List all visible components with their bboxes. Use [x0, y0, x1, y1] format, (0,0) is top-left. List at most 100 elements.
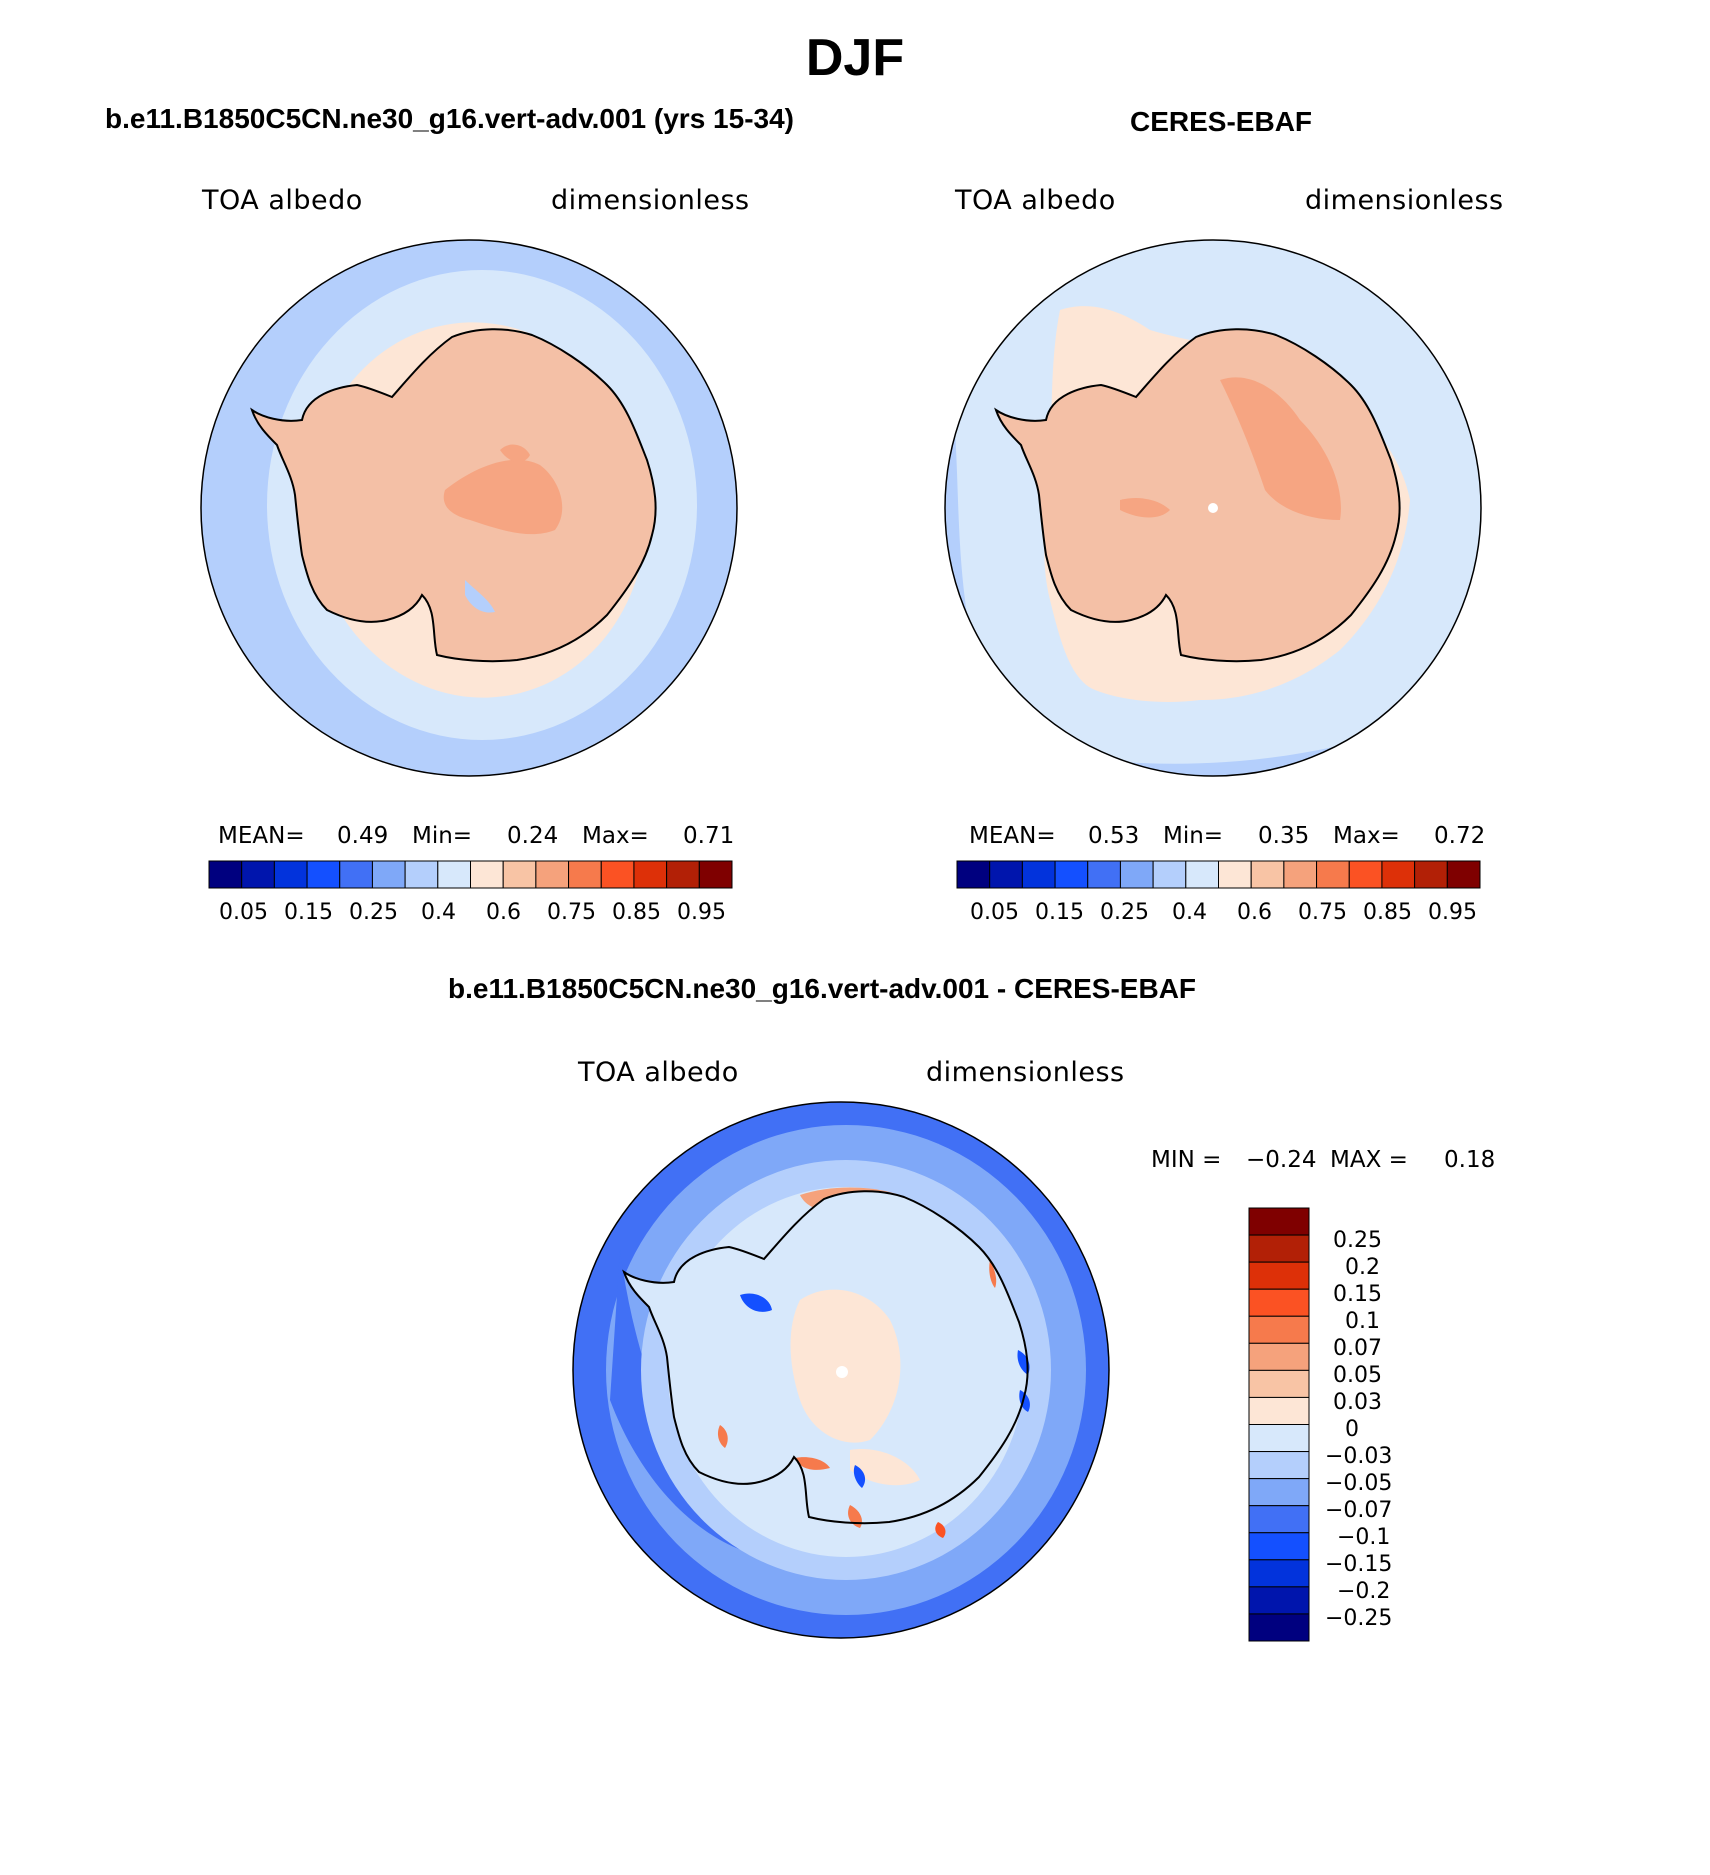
panel-1-mean-value: 0.49 [337, 823, 389, 849]
colorbar-diff-swatch [1248, 1369, 1310, 1398]
colorbar-diff-tick: −0.03 [1325, 1444, 1393, 1469]
colorbar-diff-tick: −0.25 [1325, 1606, 1393, 1631]
colorbar-2-swatch [1119, 860, 1154, 889]
colorbar-1-tick: 0.6 [486, 900, 521, 925]
colorbar-diff-tick: −0.2 [1337, 1579, 1391, 1604]
colorbar-1-swatch [437, 860, 471, 889]
colorbar-diff-swatch [1248, 1315, 1310, 1344]
figure-title: DJF [805, 29, 905, 87]
colorbar-2-swatch [1348, 860, 1383, 889]
colorbar-2-tick: 0.25 [1100, 900, 1149, 925]
colorbar-diff-swatch [1248, 1613, 1310, 1642]
colorbar-1-swatch [273, 860, 308, 889]
colorbar-2-swatch [1152, 860, 1187, 889]
colorbar-2-tick: 0.4 [1172, 900, 1207, 925]
diff-min-value: −0.24 [1246, 1147, 1317, 1173]
colorbar-2-swatch [1218, 860, 1252, 889]
panel-2-min-label: Min= [1163, 823, 1224, 849]
colorbar-diff-tick: 0.03 [1333, 1390, 1382, 1415]
colorbar-diff-swatch [1248, 1234, 1310, 1263]
colorbar-1-tick: 0.05 [219, 900, 268, 925]
colorbar-diff-tick: 0.05 [1333, 1363, 1382, 1388]
colorbar-2-tick: 0.6 [1237, 900, 1272, 925]
colorbar-1-swatch [535, 860, 570, 889]
panel-1-max-label: Max= [582, 823, 649, 849]
colorbar-2-tick: 0.95 [1428, 900, 1477, 925]
panel-2-min-value: 0.35 [1258, 823, 1310, 849]
colorbar-diff-tick: −0.1 [1337, 1525, 1391, 1550]
colorbar-diff-swatch [1248, 1478, 1310, 1507]
colorbar-diff-swatch [1248, 1559, 1310, 1588]
colorbar-1-swatch [208, 860, 243, 889]
panel-1-title: b.e11.B1850C5CN.ne30_g16.vert-adv.001 (y… [105, 103, 794, 134]
colorbar-diff-swatch [1248, 1342, 1310, 1371]
colorbar-diff-tick: −0.07 [1325, 1498, 1393, 1523]
colorbar-1-swatch [568, 860, 602, 889]
colorbar-2-swatch [1250, 860, 1285, 889]
colorbar-diff-labels: 0.25 0.2 0.15 0.1 0.07 0.05 0.03 0 −0.03… [1325, 1228, 1445, 1631]
colorbar-diff [1248, 1207, 1310, 1642]
colorbar-diff-tick: 0.07 [1333, 1336, 1382, 1361]
panel-2-title: CERES-EBAF [1130, 106, 1313, 137]
colorbar-1-swatch [600, 860, 635, 889]
panel-2-mean-label: MEAN= [969, 823, 1056, 849]
colorbar-2-swatch [1021, 860, 1056, 889]
colorbar-2-tick: 0.75 [1298, 900, 1347, 925]
colorbar-diff-swatch [1248, 1207, 1310, 1236]
colorbar-1 [208, 860, 733, 889]
colorbar-diff-tick: −0.15 [1325, 1552, 1393, 1577]
colorbar-1-swatch [470, 860, 504, 889]
colorbar-2-swatch [1283, 860, 1318, 889]
panel-1-mean-label: MEAN= [218, 823, 305, 849]
colorbar-2-tick: 0.85 [1363, 900, 1412, 925]
colorbar-2-swatch [1381, 860, 1416, 889]
panel-2-max-value: 0.72 [1434, 823, 1486, 849]
colorbar-1-tick: 0.95 [677, 900, 726, 925]
diff-map [572, 1101, 1110, 1639]
colorbar-2 [956, 860, 1481, 889]
panel-2-units-label: dimensionless [1305, 185, 1504, 216]
colorbar-1-swatch [371, 860, 406, 889]
colorbar-1-tick: 0.15 [284, 900, 333, 925]
colorbar-2-swatch [989, 860, 1023, 889]
diff-min-label: MIN = [1151, 1147, 1222, 1173]
diff-max-value: 0.18 [1444, 1147, 1496, 1173]
colorbar-diff-swatch [1248, 1396, 1310, 1425]
panel-2-variable-label: TOA albedo [955, 185, 1116, 216]
panel-2-map [944, 239, 1482, 777]
colorbar-diff-swatch [1248, 1586, 1310, 1615]
colorbar-1-swatch [306, 860, 341, 889]
panel-1-min-value: 0.24 [507, 823, 559, 849]
colorbar-2-swatch [1414, 860, 1448, 889]
colorbar-diff-swatch [1248, 1424, 1310, 1453]
colorbar-diff-tick: 0.25 [1333, 1228, 1382, 1253]
colorbar-1-swatch [241, 860, 275, 889]
colorbar-1-swatch [633, 860, 668, 889]
colorbar-diff-tick: 0.1 [1345, 1309, 1380, 1334]
colorbar-diff-swatch [1248, 1261, 1310, 1290]
panel-1-max-value: 0.71 [683, 823, 735, 849]
colorbar-diff-tick: 0.2 [1345, 1255, 1380, 1280]
colorbar-1-tick: 0.75 [547, 900, 596, 925]
colorbar-diff-tick: −0.05 [1325, 1471, 1393, 1496]
colorbar-2-swatch [1054, 860, 1089, 889]
panel-1-min-label: Min= [412, 823, 473, 849]
colorbar-2-tick: 0.15 [1035, 900, 1084, 925]
colorbar-diff-swatch [1248, 1532, 1310, 1561]
colorbar-1-swatch [666, 860, 700, 889]
colorbar-diff-swatch [1248, 1451, 1310, 1480]
colorbar-2-swatch [1316, 860, 1350, 889]
panel-1-map [200, 239, 738, 777]
panel-1-units-label: dimensionless [551, 185, 750, 216]
colorbar-2-tick: 0.05 [970, 900, 1019, 925]
diff-panel-units-label: dimensionless [926, 1057, 1125, 1088]
colorbar-1-swatch [339, 860, 373, 889]
colorbar-diff-swatch [1248, 1288, 1310, 1317]
colorbar-1-swatch [404, 860, 439, 889]
panel-2-mean-value: 0.53 [1088, 823, 1140, 849]
panel-1-variable-label: TOA albedo [202, 185, 363, 216]
colorbar-2-swatch [956, 860, 991, 889]
colorbar-1-swatch [698, 860, 733, 889]
colorbar-2-swatch [1087, 860, 1121, 889]
